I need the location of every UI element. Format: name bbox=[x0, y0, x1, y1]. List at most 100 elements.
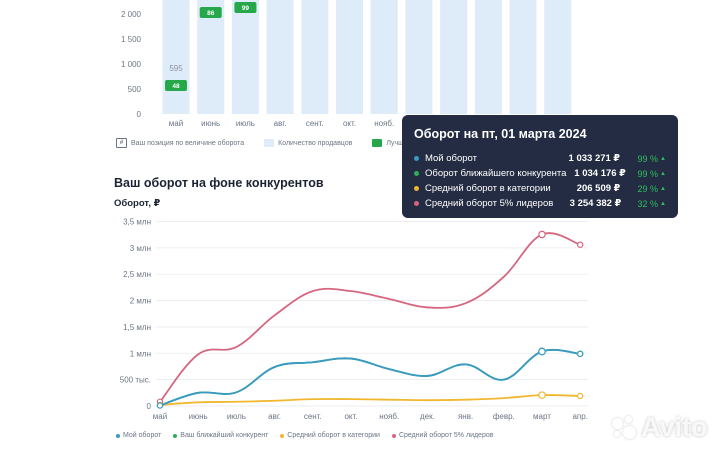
x-tick-label: сент. bbox=[304, 412, 322, 421]
tooltip-row-name: Мой оборот bbox=[425, 153, 477, 164]
sellers-bar bbox=[544, 0, 572, 114]
tooltip-row-value: 1 034 176 ₽ bbox=[574, 168, 626, 179]
position-badge bbox=[165, 80, 187, 91]
y-tick-label: 1,5 млн bbox=[123, 323, 151, 332]
line-chart-legend: Мой оборот Ваш ближайший конкурент Средн… bbox=[116, 432, 493, 439]
series-point bbox=[156, 398, 164, 405]
sellers-bar bbox=[474, 0, 502, 114]
bar-value-label: 595 bbox=[169, 64, 183, 73]
legend-my-turnover[interactable]: Мой оборот bbox=[116, 432, 161, 439]
position-badge-label: 99 bbox=[242, 5, 250, 12]
arrow-up-icon: ▲ bbox=[660, 155, 666, 162]
y-tick-label: 0 bbox=[147, 402, 152, 411]
legend-dot bbox=[280, 433, 285, 438]
y-tick-label: 2,5 млн bbox=[123, 270, 151, 279]
x-tick-label: апр. bbox=[572, 412, 587, 421]
x-tick-label: июнь bbox=[201, 119, 220, 128]
y-tick-label: 1 000 bbox=[121, 60, 142, 69]
series-point bbox=[156, 402, 164, 409]
tooltip-row-name: Средний оборот 5% лидеров bbox=[425, 198, 554, 209]
x-tick-label: нояб. bbox=[374, 119, 394, 128]
legend-competitor[interactable]: Ваш ближайший конкурент bbox=[173, 432, 268, 439]
x-tick-label: июнь bbox=[189, 412, 208, 421]
tooltip-row-name: Оборот ближайшего конкурента bbox=[425, 168, 567, 179]
arrow-up-icon: ▲ bbox=[660, 200, 666, 207]
y-tick-label: 500 тыс. bbox=[120, 376, 151, 385]
tooltip-row-name: Средний оборот в категории bbox=[425, 183, 551, 194]
y-tick-label: 3,5 млн bbox=[123, 218, 151, 227]
series-point bbox=[577, 241, 584, 248]
legend-position-label: Ваш позиция по величине оборота bbox=[131, 139, 245, 147]
sellers-bar bbox=[370, 0, 398, 114]
sellers-bar bbox=[440, 0, 468, 114]
x-tick-label: дек. bbox=[420, 412, 435, 421]
legend-leaders-swatch bbox=[372, 139, 383, 147]
legend-dot bbox=[116, 433, 120, 438]
series-line-3 bbox=[159, 232, 581, 403]
y-tick-label: 2 млн bbox=[130, 297, 151, 306]
tooltip-dot bbox=[414, 186, 419, 191]
series-point bbox=[156, 402, 164, 409]
sellers-bar-chart: 0 500 1 000 1 500 2 000 май июнь июль авг. сент. о… bbox=[121, 0, 572, 128]
hash-icon: # bbox=[116, 138, 127, 148]
tooltip-row: Средний оборот 5% лидеров 3 254 382 ₽ 32… bbox=[414, 196, 666, 211]
tooltip-dot bbox=[414, 171, 419, 176]
x-tick-label: июль bbox=[236, 119, 255, 128]
series-point bbox=[538, 347, 546, 356]
position-badge bbox=[234, 2, 257, 13]
y-tick-label: 500 bbox=[128, 85, 142, 94]
legend-leaders[interactable]: Лучши bbox=[372, 139, 408, 147]
tooltip-row-value: 206 509 ₽ bbox=[576, 183, 621, 194]
series-point bbox=[538, 230, 546, 239]
sellers-bar bbox=[266, 0, 294, 114]
y-tick-label: 3 млн bbox=[130, 244, 151, 253]
x-tick-label: янв. bbox=[458, 412, 473, 421]
sellers-bar bbox=[197, 0, 225, 114]
series-point bbox=[156, 401, 164, 409]
sellers-bar bbox=[231, 0, 259, 114]
series-point bbox=[577, 350, 584, 358]
y-tick-label: 0 bbox=[137, 110, 142, 119]
x-tick-label: окт. bbox=[343, 119, 356, 128]
tooltip-title: Оборот на пт, 01 марта 2024 bbox=[414, 127, 587, 141]
y-axis-title: Оборот, ₽ bbox=[114, 198, 161, 209]
avito-watermark: Avito bbox=[612, 412, 708, 443]
chart-tooltip: Оборот на пт, 01 марта 2024 Мой оборот 1… bbox=[402, 115, 678, 218]
x-tick-label: сент. bbox=[306, 119, 324, 128]
legend-position[interactable]: # Ваш позиция по величине оборота bbox=[116, 138, 244, 148]
tooltip-row-value: 3 254 382 ₽ bbox=[569, 198, 622, 209]
series-point bbox=[577, 350, 584, 358]
tooltip-row: Оборот ближайшего конкурента 1 034 176 ₽… bbox=[414, 166, 666, 181]
tooltip-row: Мой оборот 1 033 271 ₽ 99 % ▲ bbox=[414, 151, 666, 166]
position-badge-label: 86 bbox=[207, 10, 215, 17]
position-badge bbox=[199, 7, 222, 18]
tooltip-row-pct: 99 % bbox=[637, 153, 659, 164]
legend-leaders-label: Лучши bbox=[386, 139, 408, 147]
legend-label: Ваш ближайший конкурент bbox=[180, 432, 269, 439]
sellers-bar bbox=[301, 0, 329, 114]
x-tick-label: март bbox=[533, 412, 551, 421]
x-tick-label: авг. bbox=[268, 412, 281, 421]
legend-category-avg[interactable]: Средний оборот в категории bbox=[280, 432, 380, 439]
legend-label: Средний оборот в категории bbox=[287, 432, 380, 439]
series-point bbox=[538, 391, 546, 399]
sellers-bar bbox=[336, 0, 363, 114]
y-tick-label: 1 млн bbox=[130, 349, 151, 358]
x-tick-label: февр. bbox=[493, 412, 515, 421]
tooltip-dot bbox=[414, 201, 419, 206]
x-tick-label: авг. bbox=[274, 119, 287, 128]
legend-label: Мой оборот bbox=[123, 432, 162, 439]
tooltip-row-pct: 32 % bbox=[637, 198, 659, 209]
legend-sellers-swatch bbox=[264, 139, 275, 147]
tooltip-row: Средний оборот в категории 206 509 ₽ 29 … bbox=[414, 181, 666, 196]
y-tick-label: 2 000 bbox=[121, 10, 142, 19]
legend-sellers[interactable]: Количество продавцов bbox=[264, 139, 352, 147]
top-chart-legend: # Ваш позиция по величине оборота Количе… bbox=[116, 138, 408, 148]
x-tick-label: май bbox=[169, 119, 183, 128]
tooltip-dot bbox=[414, 156, 419, 161]
series-line-0 bbox=[159, 348, 581, 407]
watermark-text: Avito bbox=[641, 412, 708, 442]
legend-dot bbox=[173, 433, 178, 438]
tooltip-row-value: 1 033 271 ₽ bbox=[568, 153, 621, 164]
legend-leaders-avg[interactable]: Средний оборот 5% лидеров bbox=[391, 432, 493, 439]
